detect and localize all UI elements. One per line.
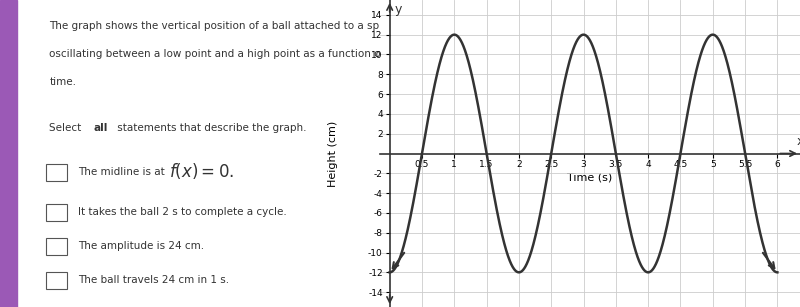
Text: The midline is at: The midline is at [78, 167, 165, 177]
Text: time.: time. [50, 77, 77, 87]
X-axis label: Time (s): Time (s) [567, 172, 613, 182]
Y-axis label: Height (cm): Height (cm) [328, 120, 338, 187]
Text: The graph shows the vertical position of a ball attached to a spring: The graph shows the vertical position of… [50, 21, 400, 32]
Text: y: y [395, 3, 402, 16]
Text: oscillating between a low point and a high point as a function of: oscillating between a low point and a hi… [50, 49, 385, 59]
Text: Select: Select [50, 123, 85, 133]
Bar [46, 238, 66, 255]
Text: $f(x) = 0.$: $f(x) = 0.$ [169, 161, 234, 181]
Bar [46, 164, 66, 181]
Text: It takes the ball 2 s to complete a cycle.: It takes the ball 2 s to complete a cycl… [78, 207, 286, 217]
Text: x: x [797, 134, 800, 148]
Bar [0, 0, 17, 307]
Bar [46, 204, 66, 221]
Text: The amplitude is 24 cm.: The amplitude is 24 cm. [78, 241, 204, 251]
Text: The ball travels 24 cm in 1 s.: The ball travels 24 cm in 1 s. [78, 275, 229, 285]
Bar [46, 272, 66, 289]
Text: statements that describe the graph.: statements that describe the graph. [114, 123, 306, 133]
Text: all: all [93, 123, 107, 133]
